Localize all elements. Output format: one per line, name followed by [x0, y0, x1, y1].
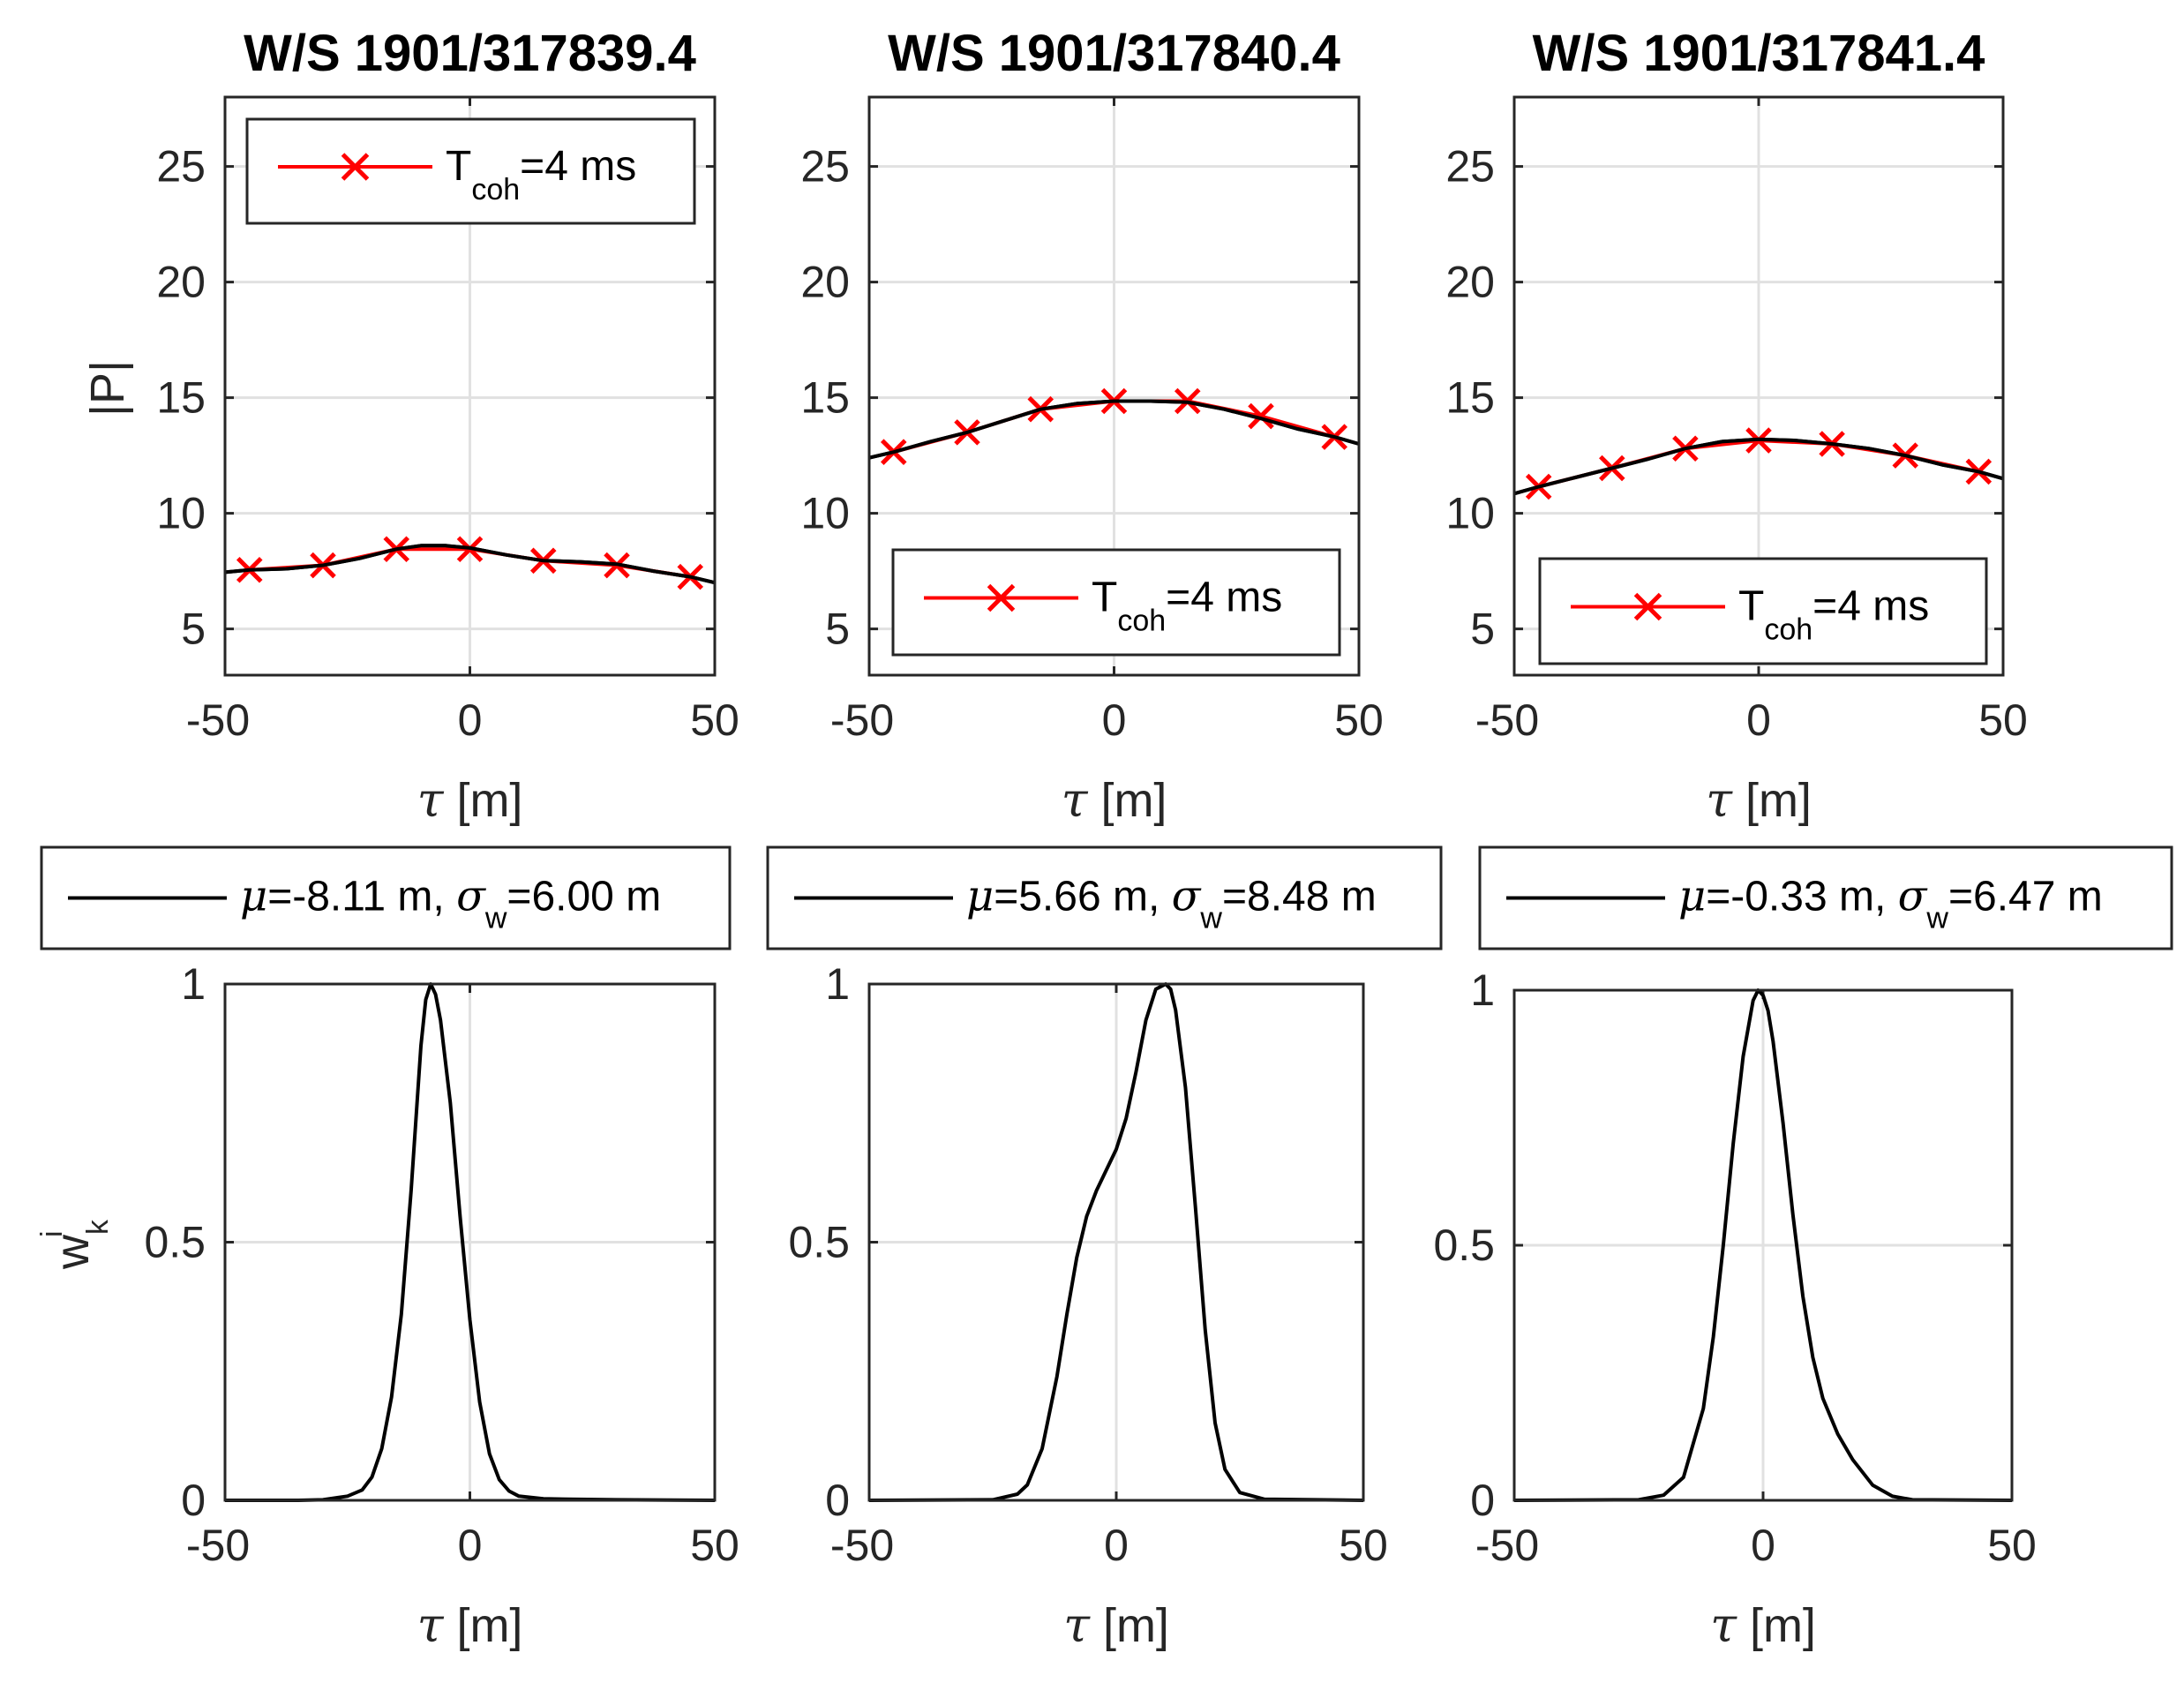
legend-label: μ=5.66 m, σw=8.48 m: [966, 872, 1377, 935]
y-tick-label: 15: [156, 373, 206, 423]
chart-title: W/S 1901/317840.4: [888, 25, 1340, 82]
x-tick-label: 0: [1102, 695, 1127, 745]
x-axis-label: τ [m]: [417, 1597, 523, 1653]
y-tick-label: 20: [156, 258, 206, 307]
legend: μ=-0.33 m, σw=6.47 m: [1478, 845, 2173, 950]
x-tick-label: -50: [830, 695, 894, 745]
weight-curve: [225, 982, 716, 1502]
x-tick-label: 0: [458, 695, 483, 745]
y-tick-label: 10: [800, 489, 850, 538]
x-tick-label: -50: [1475, 1521, 1539, 1570]
x-tick-label: 0: [1104, 1521, 1129, 1570]
x-tick-label: 50: [1987, 1521, 2037, 1570]
legend-label: Tcoh=4 ms: [1092, 575, 1282, 638]
x-tick-label: 0: [458, 1521, 483, 1570]
x-axis-label: τ [m]: [1063, 1597, 1169, 1653]
x-tick-label: 50: [1978, 695, 2028, 745]
y-tick-label: 25: [156, 142, 206, 192]
chart-title: W/S 1901/317841.4: [1533, 25, 1985, 82]
chart-title: W/S 1901/317839.4: [244, 25, 696, 82]
x-tick-label: 50: [1339, 1521, 1388, 1570]
y-tick-label: 0.5: [788, 1218, 850, 1267]
y-tick-label: 15: [1445, 373, 1495, 423]
y-tick-label: 5: [181, 605, 206, 654]
y-axis-label-bottom: wki: [35, 1219, 115, 1270]
weight-curve: [868, 982, 1364, 1502]
y-tick-label: 0: [1470, 1476, 1495, 1525]
x-tick-label: 0: [1746, 695, 1771, 745]
legend: Tcoh=4 ms: [245, 117, 696, 225]
y-tick-label: 25: [1445, 142, 1495, 192]
x-axis-label: τ [m]: [417, 772, 523, 828]
legend-label: μ=-0.33 m, σw=6.47 m: [1678, 872, 2103, 935]
legend-box: [1538, 557, 1988, 665]
y-tick-label: 1: [181, 959, 206, 1009]
legend-marker: [1633, 592, 1662, 621]
x-tick-label: -50: [186, 1521, 250, 1570]
x-axis-label: τ [m]: [1710, 1597, 1816, 1653]
legend-marker: [987, 583, 1016, 612]
x-tick-label: -50: [830, 1521, 894, 1570]
y-tick-label: 0: [181, 1476, 206, 1525]
y-tick-label: 10: [156, 489, 206, 538]
legend: Tcoh=4 ms: [891, 548, 1341, 657]
y-tick-label: 5: [825, 605, 850, 654]
y-tick-label: 10: [1445, 489, 1495, 538]
black-curve-overlay: [224, 544, 716, 585]
axes-box: [1512, 95, 2005, 677]
legend-box: [891, 548, 1341, 657]
subplot-3: -50 0 50 5 10 15 20 25 W/S 1901/317841.4 τ [m] Tco…: [1445, 25, 2027, 828]
x-tick-label: -50: [1475, 695, 1539, 745]
y-tick-label: 1: [825, 959, 850, 1009]
x-tick-label: 0: [1751, 1521, 1775, 1570]
y-tick-label: 5: [1470, 605, 1495, 654]
axes-box: [223, 982, 717, 1502]
y-tick-label: 1: [1470, 965, 1495, 1015]
x-tick-label: 50: [690, 1521, 739, 1570]
subplot-1: -50 0 50 5 10 15 20 25 W/S 1901/317839.4 τ [m] Tco…: [156, 25, 739, 828]
legend-label: Tcoh=4 ms: [1738, 583, 1929, 647]
y-tick-label: 15: [800, 373, 850, 423]
legend: Tcoh=4 ms: [1538, 557, 1988, 665]
weight-curve: [1513, 988, 2013, 1502]
legend-label: Tcoh=4 ms: [446, 143, 636, 207]
data-marker: [1248, 402, 1274, 430]
y-tick-label: 0: [825, 1476, 850, 1525]
y-tick-label: 0.5: [1433, 1221, 1495, 1270]
black-curve-overlay: [868, 399, 1360, 460]
axes-box: [867, 982, 1365, 1502]
x-axis-label: τ [m]: [1706, 772, 1812, 828]
legend-label: μ=-8.11 m, σw=6.00 m: [240, 872, 661, 935]
y-tick-label: 0.5: [144, 1218, 206, 1267]
legend-box: [245, 117, 696, 225]
x-tick-label: -50: [186, 695, 250, 745]
legend-box: [766, 845, 1443, 950]
axes-box: [867, 95, 1361, 677]
legend-marker: [341, 153, 370, 181]
legend: μ=5.66 m, σw=8.48 m: [766, 845, 1443, 950]
y-axis-label-top: |P|: [81, 360, 134, 417]
x-axis-label: τ [m]: [1062, 772, 1167, 828]
y-tick-label: 20: [800, 258, 850, 307]
legend: μ=-8.11 m, σw=6.00 m: [40, 845, 732, 950]
y-tick-label: 20: [1445, 258, 1495, 307]
axes-box: [223, 95, 717, 677]
subplot-2: -50 0 50 5 10 15 20 25 W/S 1901/317840.4 τ [m] Tco…: [800, 25, 1383, 828]
y-tick-label: 25: [800, 142, 850, 192]
x-tick-label: 50: [690, 695, 739, 745]
axes-box: [1512, 988, 2014, 1502]
black-curve-overlay: [1513, 437, 2004, 496]
x-tick-label: 50: [1334, 695, 1384, 745]
